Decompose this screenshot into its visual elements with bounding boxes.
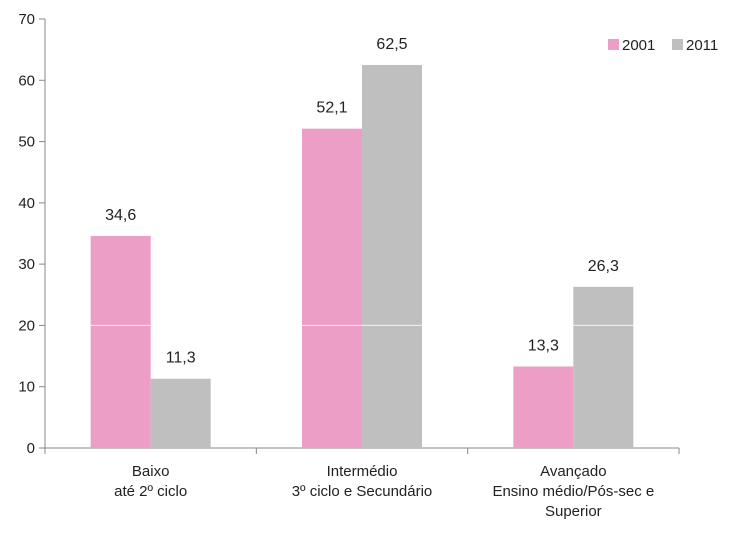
y-tick-label: 20 — [18, 317, 35, 334]
data-label: 11,3 — [166, 350, 196, 367]
legend-label: 2001 — [622, 37, 655, 54]
legend: 2001 2011 — [608, 37, 718, 54]
legend-swatch-2001 — [608, 39, 619, 50]
data-label: 13,3 — [528, 337, 559, 354]
y-tick-label: 10 — [18, 379, 35, 396]
category-label: 3º ciclo e Secundário — [292, 483, 433, 500]
bar-2011-1 — [362, 64, 422, 448]
category-labels: Baixo até 2º ciclo Intermédio 3º ciclo e Se… — [114, 463, 654, 520]
data-labels: 34,6 11,3 52,1 62,5 13,3 26,3 — [105, 36, 619, 367]
bar-2001-1 — [302, 128, 362, 449]
category-label: Baixo — [132, 463, 170, 480]
bar-2011-0 — [150, 378, 211, 448]
bars — [90, 64, 634, 449]
category-label: Intermédio — [327, 463, 398, 480]
data-label: 52,1 — [316, 100, 347, 117]
category-label: Avançado — [540, 463, 606, 480]
category-label: até 2º ciclo — [114, 483, 187, 500]
category-label: Ensino médio/Pós-sec e — [492, 483, 654, 500]
y-tick-label: 30 — [18, 256, 35, 273]
bar-2001-2 — [513, 366, 574, 448]
y-tick-label: 60 — [18, 72, 35, 89]
y-tick-label: 70 — [18, 11, 35, 28]
data-label: 62,5 — [376, 36, 407, 53]
y-tick-label: 0 — [27, 440, 35, 457]
y-tick-label: 50 — [18, 134, 35, 151]
bar-2011-2 — [573, 286, 634, 448]
y-tick-label: 40 — [18, 195, 35, 212]
category-label: Superior — [545, 503, 602, 520]
data-label: 26,3 — [588, 258, 619, 275]
legend-label: 2011 — [686, 37, 718, 54]
legend-swatch-2011 — [672, 39, 683, 50]
bar-2001-0 — [90, 235, 151, 448]
data-label: 34,6 — [105, 207, 136, 224]
